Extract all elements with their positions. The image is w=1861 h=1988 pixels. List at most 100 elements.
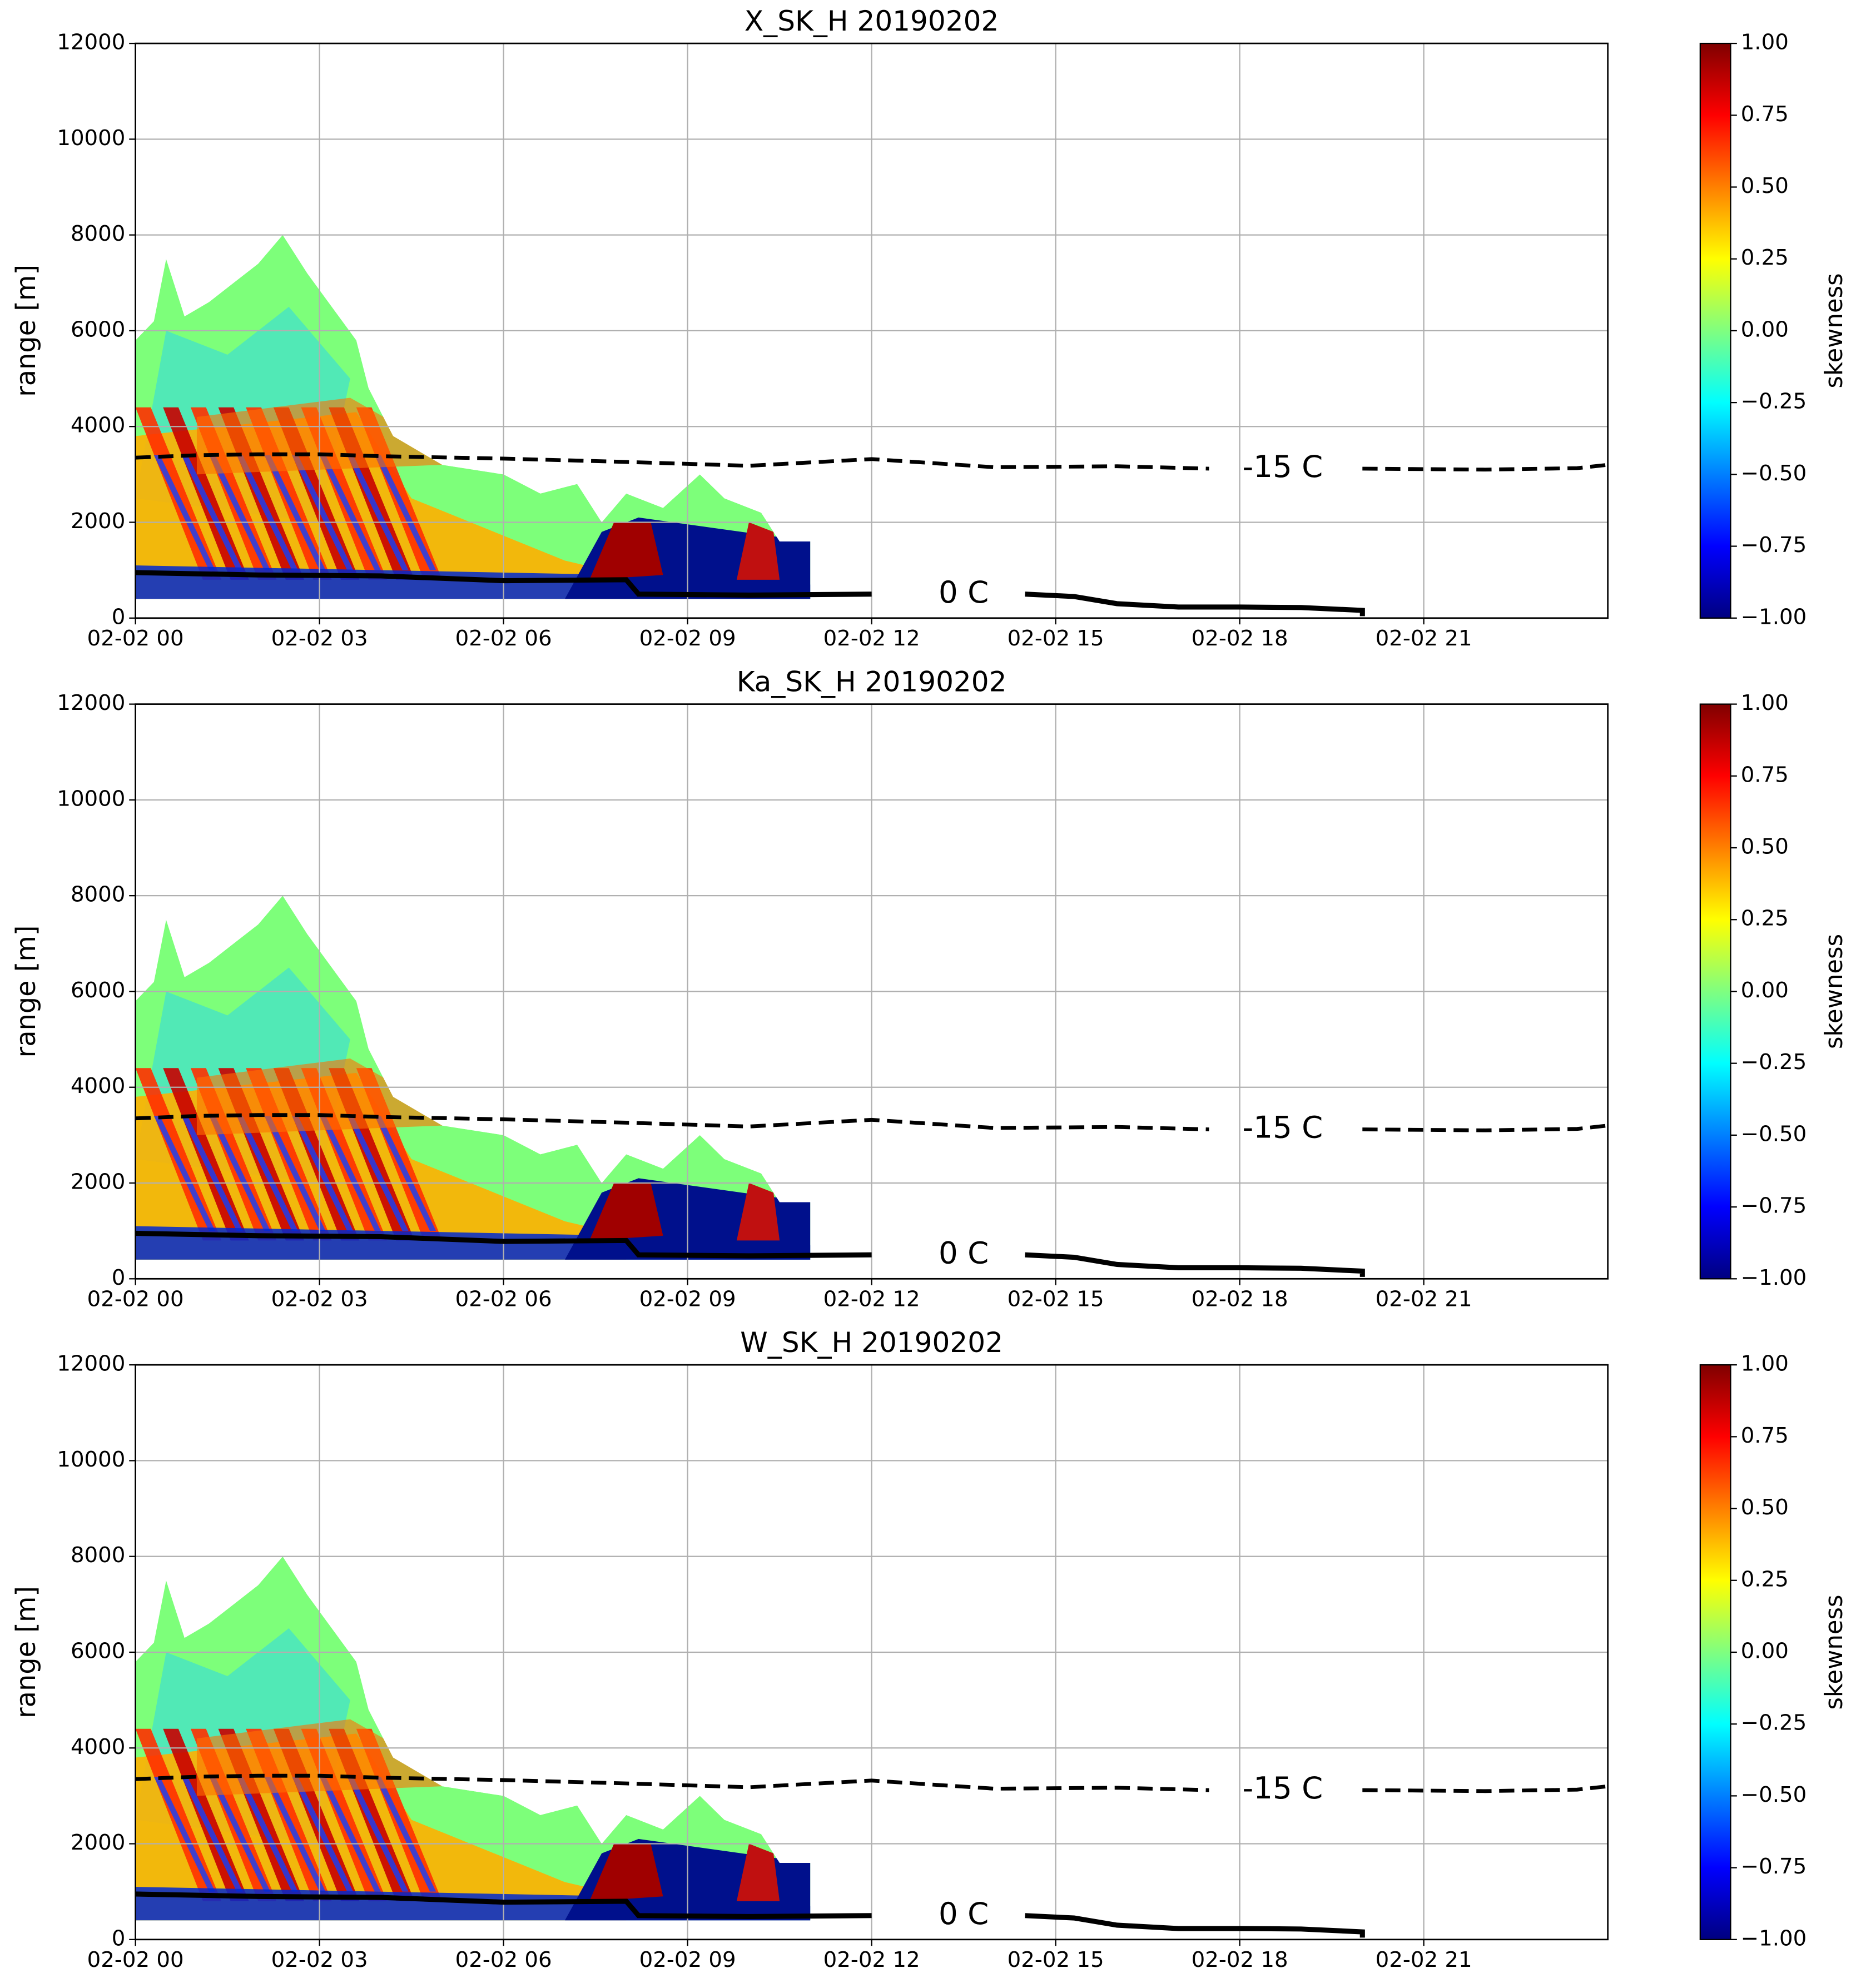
isotherm-label: -15 C — [1242, 1770, 1323, 1806]
y-tick-label: 2000 — [71, 509, 125, 534]
x-tick-label: 02-02 06 — [455, 1287, 552, 1312]
y-tick-label: 4000 — [71, 1073, 125, 1099]
echo-patch — [209, 1776, 271, 1892]
echo-patch — [236, 1776, 299, 1892]
colorbar-tick-label: 0.25 — [1741, 906, 1789, 931]
echo — [135, 1556, 811, 1921]
colorbar-label: skewness — [1820, 1594, 1848, 1709]
chart-title: Ka_SK_H 20190202 — [737, 666, 1007, 698]
x-tick-label: 02-02 12 — [823, 1947, 920, 1972]
echo-patch — [291, 1776, 354, 1892]
echo-patch — [209, 1116, 271, 1231]
y-tick-label: 8000 — [71, 882, 125, 907]
y-tick-label: 12000 — [57, 690, 125, 715]
x-tick-label: 02-02 03 — [271, 1287, 368, 1312]
colorbar-tick-label: 0.50 — [1741, 1495, 1789, 1520]
colorbar-tick-label: 0.25 — [1741, 245, 1789, 270]
echo-patch — [163, 1068, 249, 1241]
panel: -15 C 0 C 02-02 00 02-02 03 02-02 06 02-02 09… — [11, 666, 1848, 1312]
echo-patch — [736, 522, 780, 580]
x-tick-label: 02-02 12 — [823, 1287, 920, 1312]
colorbar-tick-label: 0.75 — [1741, 762, 1789, 787]
x-tick-label: 02-02 00 — [87, 626, 184, 651]
echo-patch — [319, 455, 381, 570]
x-tick-label: 02-02 03 — [271, 1947, 368, 1972]
echo-patch — [374, 455, 436, 570]
colorbar-tick-label: −0.50 — [1741, 461, 1807, 486]
y-tick-label: 4000 — [71, 413, 125, 438]
colorbar — [1699, 703, 1731, 1280]
colorbar-tick-label: −0.25 — [1741, 389, 1807, 414]
colorbar-tick-label: −0.75 — [1741, 533, 1807, 558]
colorbar-tick-label: −0.50 — [1741, 1782, 1807, 1807]
x-tick-label: 02-02 00 — [87, 1947, 184, 1972]
y-tick-label: 10000 — [57, 126, 125, 151]
x-tick-label: 02-02 06 — [455, 1947, 552, 1972]
panel: -15 C 0 C 02-02 00 02-02 03 02-02 06 02-02 09… — [11, 5, 1848, 651]
colorbar-tick-label: 0.50 — [1741, 173, 1789, 198]
colorbar-tick-label: −0.25 — [1741, 1711, 1807, 1736]
x-tick-label: 02-02 15 — [1008, 626, 1104, 651]
y-tick-label: 6000 — [71, 978, 125, 1003]
x-tick-label: 02-02 09 — [639, 1947, 736, 1972]
x-tick-label: 02-02 12 — [823, 626, 920, 651]
echo-patch — [347, 1116, 409, 1231]
echo-patch — [589, 1183, 663, 1241]
y-tick-label: 12000 — [57, 1351, 125, 1376]
y-axis-label: range [m] — [11, 265, 42, 397]
isotherm-label: 0 C — [939, 1235, 989, 1270]
colorbar — [1699, 1364, 1731, 1940]
colorbar-tick-label: 0.25 — [1741, 1567, 1789, 1592]
colorbar-tick-label: 1.00 — [1741, 30, 1789, 55]
echo-patch — [264, 1776, 326, 1892]
y-tick-label: 6000 — [71, 317, 125, 342]
colorbar-tick-label: 0.00 — [1741, 1638, 1789, 1663]
x-tick-label: 02-02 15 — [1008, 1947, 1104, 1972]
x-tick-label: 02-02 15 — [1008, 1287, 1104, 1312]
x-tick-label: 02-02 06 — [455, 626, 552, 651]
y-tick-label: 0 — [112, 1265, 126, 1290]
isotherm-label: -15 C — [1242, 449, 1323, 484]
colorbar-tick-label: 0.00 — [1741, 978, 1789, 1003]
echo-patch — [163, 407, 249, 580]
x-tick-label: 02-02 00 — [87, 1287, 184, 1312]
echo-patch — [209, 455, 271, 570]
panel: -15 C 0 C 02-02 00 02-02 03 02-02 06 02-02 09… — [11, 1326, 1848, 1972]
echo-patch — [135, 1728, 222, 1901]
y-tick-label: 2000 — [71, 1830, 125, 1855]
echo-patch — [181, 455, 243, 570]
echo-patch — [236, 455, 299, 570]
isotherm-line — [135, 1113, 1608, 1132]
echo-patch — [163, 1728, 249, 1901]
y-axis-label: range [m] — [11, 1586, 42, 1718]
y-axis-label: range [m] — [11, 925, 42, 1057]
echo-patch — [374, 1776, 436, 1892]
colorbar-tick-label: −0.25 — [1741, 1050, 1807, 1075]
y-tick-label: 10000 — [57, 1447, 125, 1472]
isotherm-line — [135, 1230, 1365, 1277]
isotherm-label: 0 C — [939, 1896, 989, 1931]
colorbar-tick-label: −0.75 — [1741, 1854, 1807, 1879]
echo-patch — [135, 1068, 222, 1241]
colorbar-tick-label: −1.00 — [1741, 1926, 1807, 1951]
colorbar-tick-label: 0.50 — [1741, 834, 1789, 859]
echo-patch — [264, 1116, 326, 1231]
isotherm-line — [135, 1773, 1608, 1793]
echo-patch — [291, 455, 354, 570]
isotherm-label: -15 C — [1242, 1110, 1323, 1145]
colorbar-tick-label: −1.00 — [1741, 1265, 1807, 1290]
echo — [135, 235, 811, 599]
isotherm-line — [135, 1891, 1365, 1938]
echo-patch — [181, 1776, 243, 1892]
echo — [135, 896, 811, 1260]
x-tick-label: 02-02 21 — [1376, 1287, 1472, 1312]
y-tick-label: 12000 — [57, 30, 125, 55]
echo-patch — [291, 1116, 354, 1231]
x-tick-label: 02-02 03 — [271, 626, 368, 651]
echo-patch — [153, 1776, 216, 1892]
x-tick-label: 02-02 18 — [1192, 1287, 1288, 1312]
echo-patch — [589, 522, 663, 580]
y-tick-label: 6000 — [71, 1638, 125, 1663]
y-tick-label: 4000 — [71, 1734, 125, 1760]
